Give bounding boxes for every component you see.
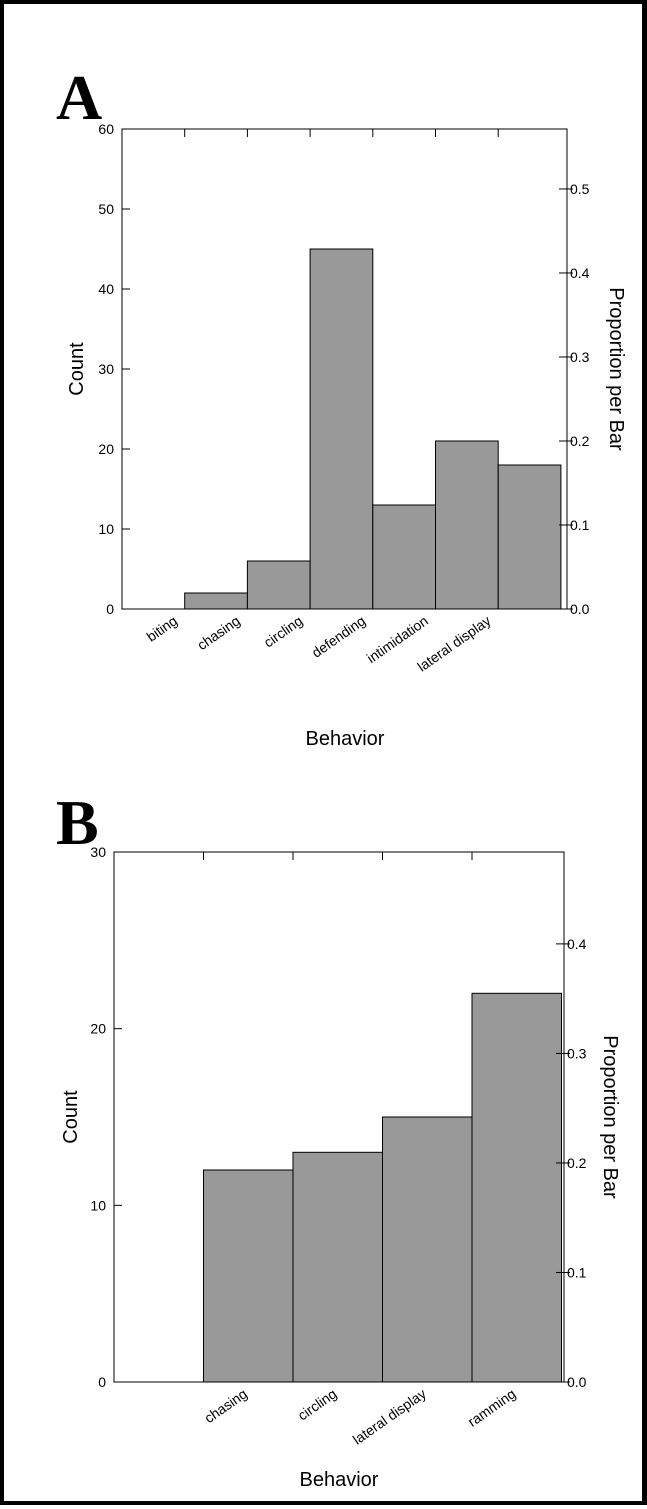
bar [471,992,562,1383]
y2-tick-label: 0.3 [567,1045,587,1061]
y-axis-right-b: 0.0 0.1 0.2 0.3 0.4 [556,936,587,1390]
bar [382,1116,473,1383]
y-tick-label: 10 [90,1197,106,1213]
panel-a: A 0 10 20 30 40 50 60 0.0 0.1 0.2 0.3 0.4 0.5 bitin… [56,62,627,750]
bar [184,592,248,610]
y-tick-label: 10 [98,521,114,537]
y2-axis-title-b: Proportion per Bar [599,1035,621,1199]
y2-tick-label: 0.4 [567,936,587,952]
y2-tick-label: 0.1 [567,1264,587,1280]
panel-b: B 0 10 20 30 0.0 0.1 0.2 0.3 0.4 chasing circlin… [56,787,621,1491]
x-category-label: lateral display [350,1385,429,1447]
panel-label-a: A [56,62,102,133]
y2-tick-label: 0.0 [567,1374,587,1390]
y-tick-label: 50 [98,201,114,217]
y2-axis-title-a: Proportion per Bar [605,287,627,451]
bars-b [203,992,562,1383]
x-category-label: circling [295,1385,340,1423]
bar [292,1151,383,1383]
y-tick-label: 0 [106,601,114,617]
y-axis-left-a: 0 10 20 30 40 50 60 [98,121,130,617]
y-tick-label: 20 [98,441,114,457]
bar [246,560,311,610]
bar [497,464,562,610]
bar [309,248,374,610]
x-axis-title-a: Behavior [306,728,385,750]
y-axis-title-b: Count [60,1090,82,1144]
y2-tick-label: 0.2 [567,1155,587,1171]
x-category-label: circling [261,612,306,650]
y2-tick-label: 0.5 [570,181,590,197]
x-axis-title-b: Behavior [300,1469,379,1491]
x-category-label: biting [144,612,181,644]
y-tick-label: 30 [90,844,106,860]
x-category-label: ramming [465,1385,519,1429]
y-tick-label: 20 [90,1021,106,1037]
panel-label-b: B [56,787,99,858]
y-tick-label: 60 [98,121,114,137]
y-axis-title-a: Count [66,342,88,396]
y-tick-label: 40 [98,281,114,297]
x-category-label: chasing [194,612,243,653]
y2-tick-label: 0.2 [570,433,590,449]
x-category-label: defending [309,612,369,660]
y2-tick-label: 0.0 [570,601,590,617]
y-tick-label: 0 [98,1374,106,1390]
y2-tick-label: 0.4 [570,265,590,281]
bar [203,1169,294,1383]
y-axis-left-b: 0 10 20 30 [90,844,122,1390]
figure-svg: A 0 10 20 30 40 50 60 0.0 0.1 0.2 0.3 0.4 0.5 bitin… [56,62,627,1491]
bar [435,440,499,610]
x-category-label: chasing [201,1385,250,1426]
y-tick-label: 30 [98,361,114,377]
y2-tick-label: 0.3 [570,349,590,365]
bars-a [184,248,562,610]
bar [372,504,436,610]
y-axis-right-a: 0.0 0.1 0.2 0.3 0.4 0.5 [559,181,590,617]
y2-tick-label: 0.1 [570,517,590,533]
